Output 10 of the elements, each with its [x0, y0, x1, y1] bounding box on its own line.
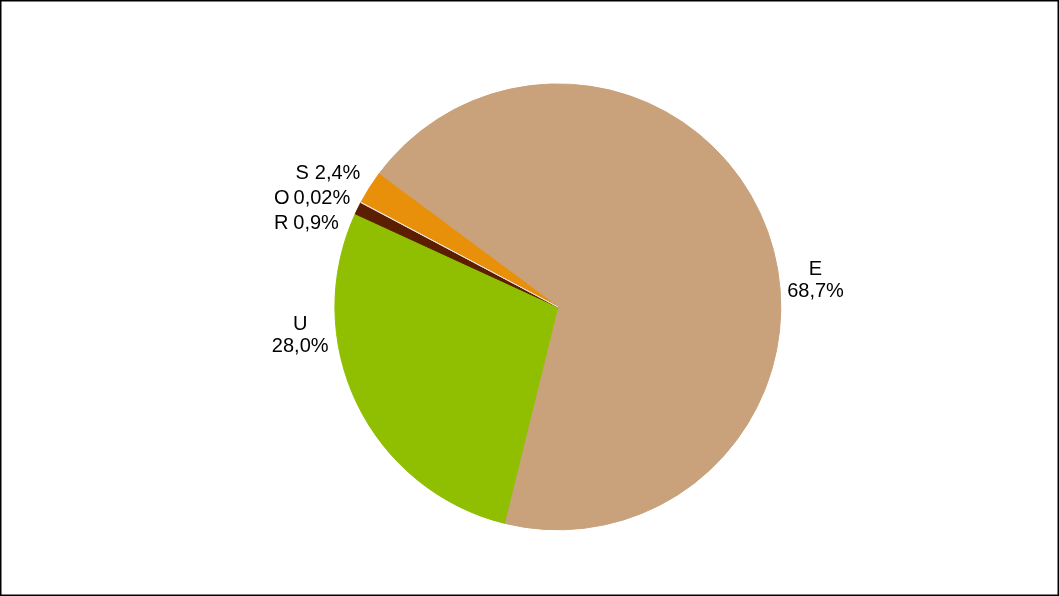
data-label: 28,0% — [271, 334, 329, 357]
data-label: 0,02% — [293, 185, 351, 208]
data-label: 2,4% — [314, 161, 361, 184]
slice-label: E — [808, 257, 823, 280]
slice-label: O — [274, 185, 290, 208]
data-label: 68,7% — [787, 279, 845, 302]
data-label: 0,9% — [293, 210, 340, 233]
slice-label: S — [295, 161, 309, 184]
slice-label: U — [292, 312, 308, 335]
slice-label: R — [273, 210, 289, 233]
